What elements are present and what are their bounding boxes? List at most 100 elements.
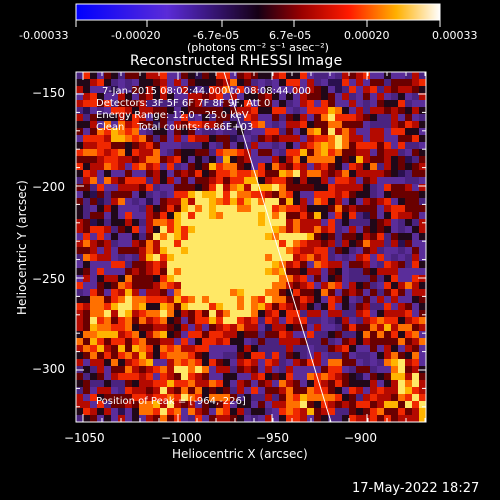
heatmap-pixel bbox=[349, 380, 356, 387]
heatmap-pixel bbox=[342, 331, 349, 338]
heatmap-pixel bbox=[258, 79, 265, 86]
heatmap-pixel bbox=[223, 310, 230, 317]
heatmap-pixel bbox=[356, 142, 363, 149]
heatmap-pixel bbox=[356, 191, 363, 198]
heatmap-pixel bbox=[195, 247, 202, 254]
heatmap-pixel bbox=[174, 254, 181, 261]
heatmap-pixel bbox=[153, 156, 160, 163]
heatmap-pixel bbox=[230, 387, 237, 394]
heatmap-pixel bbox=[258, 261, 265, 268]
heatmap-pixel bbox=[139, 135, 146, 142]
heatmap-pixel bbox=[97, 373, 104, 380]
heatmap-pixel bbox=[363, 359, 370, 366]
heatmap-pixel bbox=[391, 72, 398, 79]
heatmap-pixel bbox=[223, 352, 230, 359]
heatmap-pixel bbox=[146, 261, 153, 268]
heatmap-pixel bbox=[419, 247, 426, 254]
heatmap-pixel bbox=[97, 142, 104, 149]
heatmap-pixel bbox=[356, 170, 363, 177]
heatmap-pixel bbox=[83, 317, 90, 324]
heatmap-pixel bbox=[307, 331, 314, 338]
heatmap-pixel bbox=[139, 212, 146, 219]
heatmap-pixel bbox=[83, 191, 90, 198]
heatmap-pixel bbox=[384, 247, 391, 254]
heatmap-pixel bbox=[356, 310, 363, 317]
heatmap-pixel bbox=[342, 317, 349, 324]
heatmap-pixel bbox=[202, 345, 209, 352]
heatmap-pixel bbox=[300, 191, 307, 198]
heatmap-pixel bbox=[335, 317, 342, 324]
heatmap-pixel bbox=[181, 114, 188, 121]
heatmap-pixel bbox=[405, 79, 412, 86]
heatmap-pixel bbox=[265, 107, 272, 114]
heatmap-pixel bbox=[160, 254, 167, 261]
heatmap-pixel bbox=[83, 79, 90, 86]
heatmap-pixel bbox=[244, 226, 251, 233]
heatmap-pixel bbox=[321, 366, 328, 373]
heatmap-pixel bbox=[321, 394, 328, 401]
heatmap-pixel bbox=[307, 226, 314, 233]
heatmap-pixel bbox=[370, 79, 377, 86]
heatmap-pixel bbox=[97, 275, 104, 282]
heatmap-pixel bbox=[265, 373, 272, 380]
heatmap-pixel bbox=[412, 100, 419, 107]
heatmap-pixel bbox=[104, 198, 111, 205]
heatmap-pixel bbox=[118, 128, 125, 135]
heatmap-pixel bbox=[181, 401, 188, 408]
heatmap-pixel bbox=[391, 296, 398, 303]
heatmap-pixel bbox=[188, 373, 195, 380]
heatmap-pixel bbox=[265, 198, 272, 205]
heatmap-pixel bbox=[146, 338, 153, 345]
heatmap-pixel bbox=[272, 107, 279, 114]
heatmap-pixel bbox=[195, 205, 202, 212]
heatmap-pixel bbox=[139, 219, 146, 226]
heatmap-pixel bbox=[223, 212, 230, 219]
heatmap-pixel bbox=[293, 191, 300, 198]
heatmap-pixel bbox=[412, 247, 419, 254]
heatmap-pixel bbox=[272, 198, 279, 205]
heatmap-pixel bbox=[300, 163, 307, 170]
heatmap-pixel bbox=[83, 135, 90, 142]
heatmap-pixel bbox=[314, 352, 321, 359]
heatmap-pixel bbox=[335, 247, 342, 254]
heatmap-pixel bbox=[223, 135, 230, 142]
heatmap-pixel bbox=[195, 114, 202, 121]
heatmap-pixel bbox=[258, 240, 265, 247]
heatmap-pixel bbox=[251, 93, 258, 100]
heatmap-pixel bbox=[153, 366, 160, 373]
heatmap-pixel bbox=[188, 303, 195, 310]
heatmap-pixel bbox=[167, 387, 174, 394]
heatmap-pixel bbox=[97, 352, 104, 359]
heatmap-pixel bbox=[398, 135, 405, 142]
heatmap-pixel bbox=[118, 352, 125, 359]
heatmap-pixel bbox=[167, 324, 174, 331]
heatmap-pixel bbox=[258, 233, 265, 240]
heatmap-pixel bbox=[300, 366, 307, 373]
heatmap-pixel bbox=[293, 198, 300, 205]
heatmap-pixel bbox=[307, 135, 314, 142]
heatmap-pixel bbox=[377, 254, 384, 261]
heatmap-pixel bbox=[384, 205, 391, 212]
heatmap-pixel bbox=[370, 331, 377, 338]
heatmap-pixel bbox=[279, 142, 286, 149]
heatmap-pixel bbox=[139, 289, 146, 296]
heatmap-pixel bbox=[230, 184, 237, 191]
heatmap-pixel bbox=[195, 72, 202, 79]
heatmap-pixel bbox=[251, 394, 258, 401]
heatmap-pixel bbox=[405, 401, 412, 408]
heatmap-pixel bbox=[216, 86, 223, 93]
heatmap-pixel bbox=[391, 331, 398, 338]
heatmap-pixel bbox=[412, 373, 419, 380]
heatmap-pixel bbox=[349, 254, 356, 261]
heatmap-pixel bbox=[251, 149, 258, 156]
heatmap-pixel bbox=[125, 387, 132, 394]
heatmap-pixel bbox=[279, 338, 286, 345]
heatmap-pixel bbox=[195, 380, 202, 387]
heatmap-pixel bbox=[125, 128, 132, 135]
heatmap-pixel bbox=[419, 268, 426, 275]
heatmap-pixel bbox=[279, 415, 286, 422]
heatmap-pixel bbox=[412, 212, 419, 219]
heatmap-pixel bbox=[314, 149, 321, 156]
heatmap-pixel bbox=[419, 135, 426, 142]
